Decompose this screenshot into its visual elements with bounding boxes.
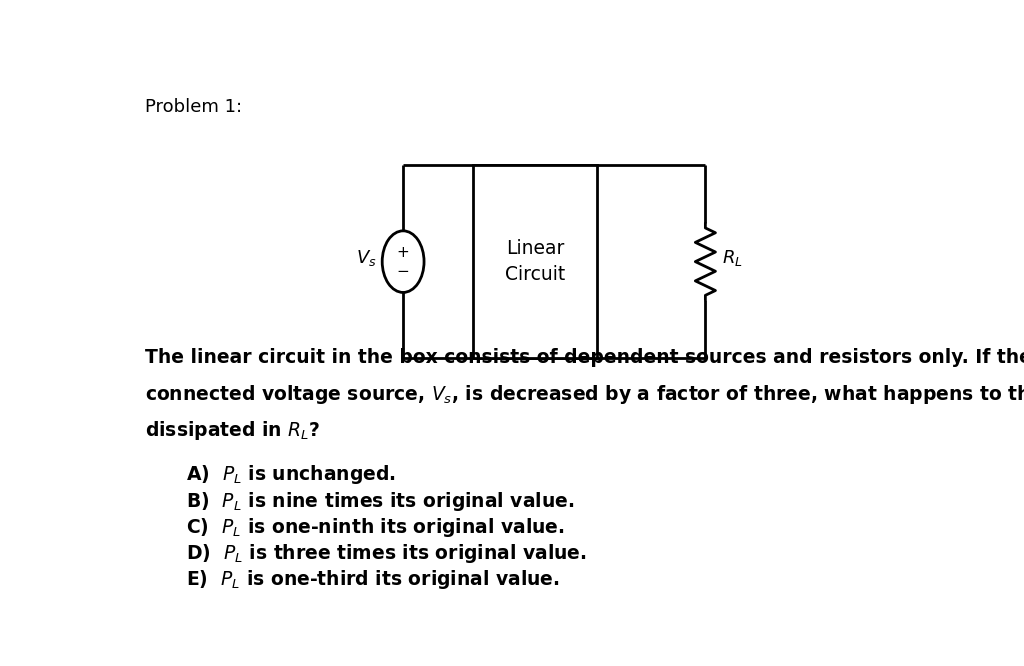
Text: +: + xyxy=(396,245,410,260)
Text: D)  $P_L$ is three times its original value.: D) $P_L$ is three times its original val… xyxy=(186,542,587,565)
Text: C)  $P_L$ is one-ninth its original value.: C) $P_L$ is one-ninth its original value… xyxy=(186,515,565,539)
Text: The linear circuit in the box consists of dependent sources and resistors only. : The linear circuit in the box consists o… xyxy=(145,348,1024,367)
Text: connected voltage source, $V_s$, is decreased by a factor of three, what happens: connected voltage source, $V_s$, is decr… xyxy=(145,384,1024,406)
Text: Problem 1:: Problem 1: xyxy=(145,99,242,117)
Text: Linear
Circuit: Linear Circuit xyxy=(505,239,565,284)
Text: −: − xyxy=(396,264,410,279)
Bar xyxy=(473,165,597,358)
Text: $V_s$: $V_s$ xyxy=(355,248,376,268)
Text: E)  $P_L$ is one-third its original value.: E) $P_L$ is one-third its original value… xyxy=(186,568,560,591)
Text: A)  $P_L$ is unchanged.: A) $P_L$ is unchanged. xyxy=(186,464,396,486)
Text: $R_L$: $R_L$ xyxy=(722,248,743,268)
Text: B)  $P_L$ is nine times its original value.: B) $P_L$ is nine times its original valu… xyxy=(186,490,574,513)
Text: dissipated in $R_L$?: dissipated in $R_L$? xyxy=(145,419,321,442)
Ellipse shape xyxy=(382,231,424,292)
